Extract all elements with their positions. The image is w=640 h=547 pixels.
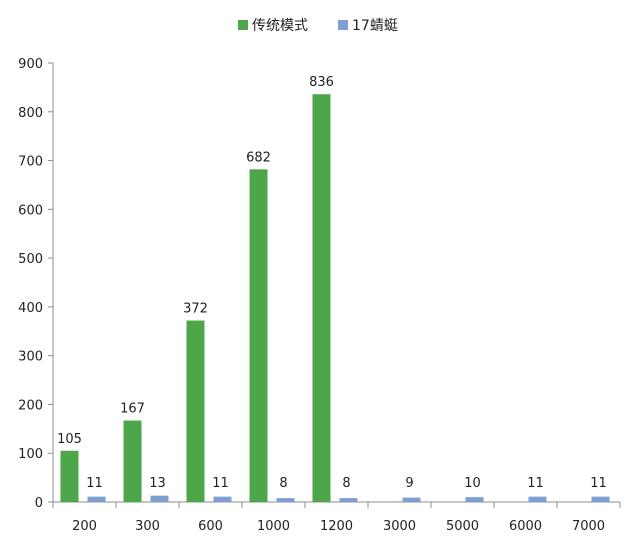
y-tick-label: 700 [18,155,43,170]
data-label: 11 [590,476,607,491]
bar-17qingting [339,498,358,502]
x-tick-label: 300 [135,519,160,534]
data-label: 105 [57,432,82,447]
data-label: 8 [279,476,287,491]
x-tick-label: 6000 [509,519,542,534]
legend-label: 17蜻蜓 [352,18,398,34]
bar-traditional [123,420,142,502]
y-axis: 0 100 200 300 400 500 600 700 800 900 [18,57,54,511]
bar-traditional [186,320,205,502]
bar-17qingting [150,495,169,502]
x-tick-label: 1200 [320,519,353,534]
y-tick-label: 900 [18,57,43,72]
bar-traditional [312,94,331,503]
bars [60,94,610,503]
data-label: 11 [212,476,229,491]
data-label: 372 [183,302,208,317]
bar-traditional [60,450,79,502]
y-tick-label: 200 [18,398,43,413]
data-label: 836 [309,75,334,90]
data-label: 11 [86,476,103,491]
bar-17qingting [528,496,547,502]
y-tick-label: 400 [18,301,43,316]
y-tick-label: 800 [18,106,43,121]
x-tick-label: 1000 [257,519,290,534]
data-label: 682 [246,150,271,165]
x-tick-label: 5000 [446,519,479,534]
y-tick-label: 0 [35,496,43,511]
data-label: 11 [527,476,544,491]
legend-label: 传统模式 [252,18,308,34]
data-label: 10 [464,476,481,491]
data-label: 9 [405,476,413,491]
bar-17qingting [465,497,484,502]
bar-traditional [249,169,268,502]
data-label: 13 [149,476,166,491]
bar-17qingting [87,496,106,502]
legend-swatch [338,20,348,30]
data-label: 167 [120,402,145,417]
x-tick-label: 7000 [572,519,605,534]
x-tick-label: 200 [72,519,97,534]
y-tick-label: 100 [18,447,43,462]
y-tick-label: 300 [18,350,43,365]
x-axis: 200 300 600 1000 1200 3000 5000 6000 7000 [52,501,621,534]
x-tick-label: 3000 [383,519,416,534]
bar-17qingting [402,497,421,502]
bar-17qingting [276,498,295,502]
x-tick-label: 600 [198,519,223,534]
y-tick-label: 500 [18,252,43,267]
bar-17qingting [591,496,610,502]
y-tick-label: 600 [18,203,43,218]
data-labels: 105 167 372 682 836 11 13 11 8 8 9 10 11 11 [57,75,607,491]
legend-swatch [238,20,248,30]
data-label: 8 [342,476,350,491]
bar-17qingting [213,496,232,502]
legend: 传统模式 17蜻蜓 [238,18,398,34]
